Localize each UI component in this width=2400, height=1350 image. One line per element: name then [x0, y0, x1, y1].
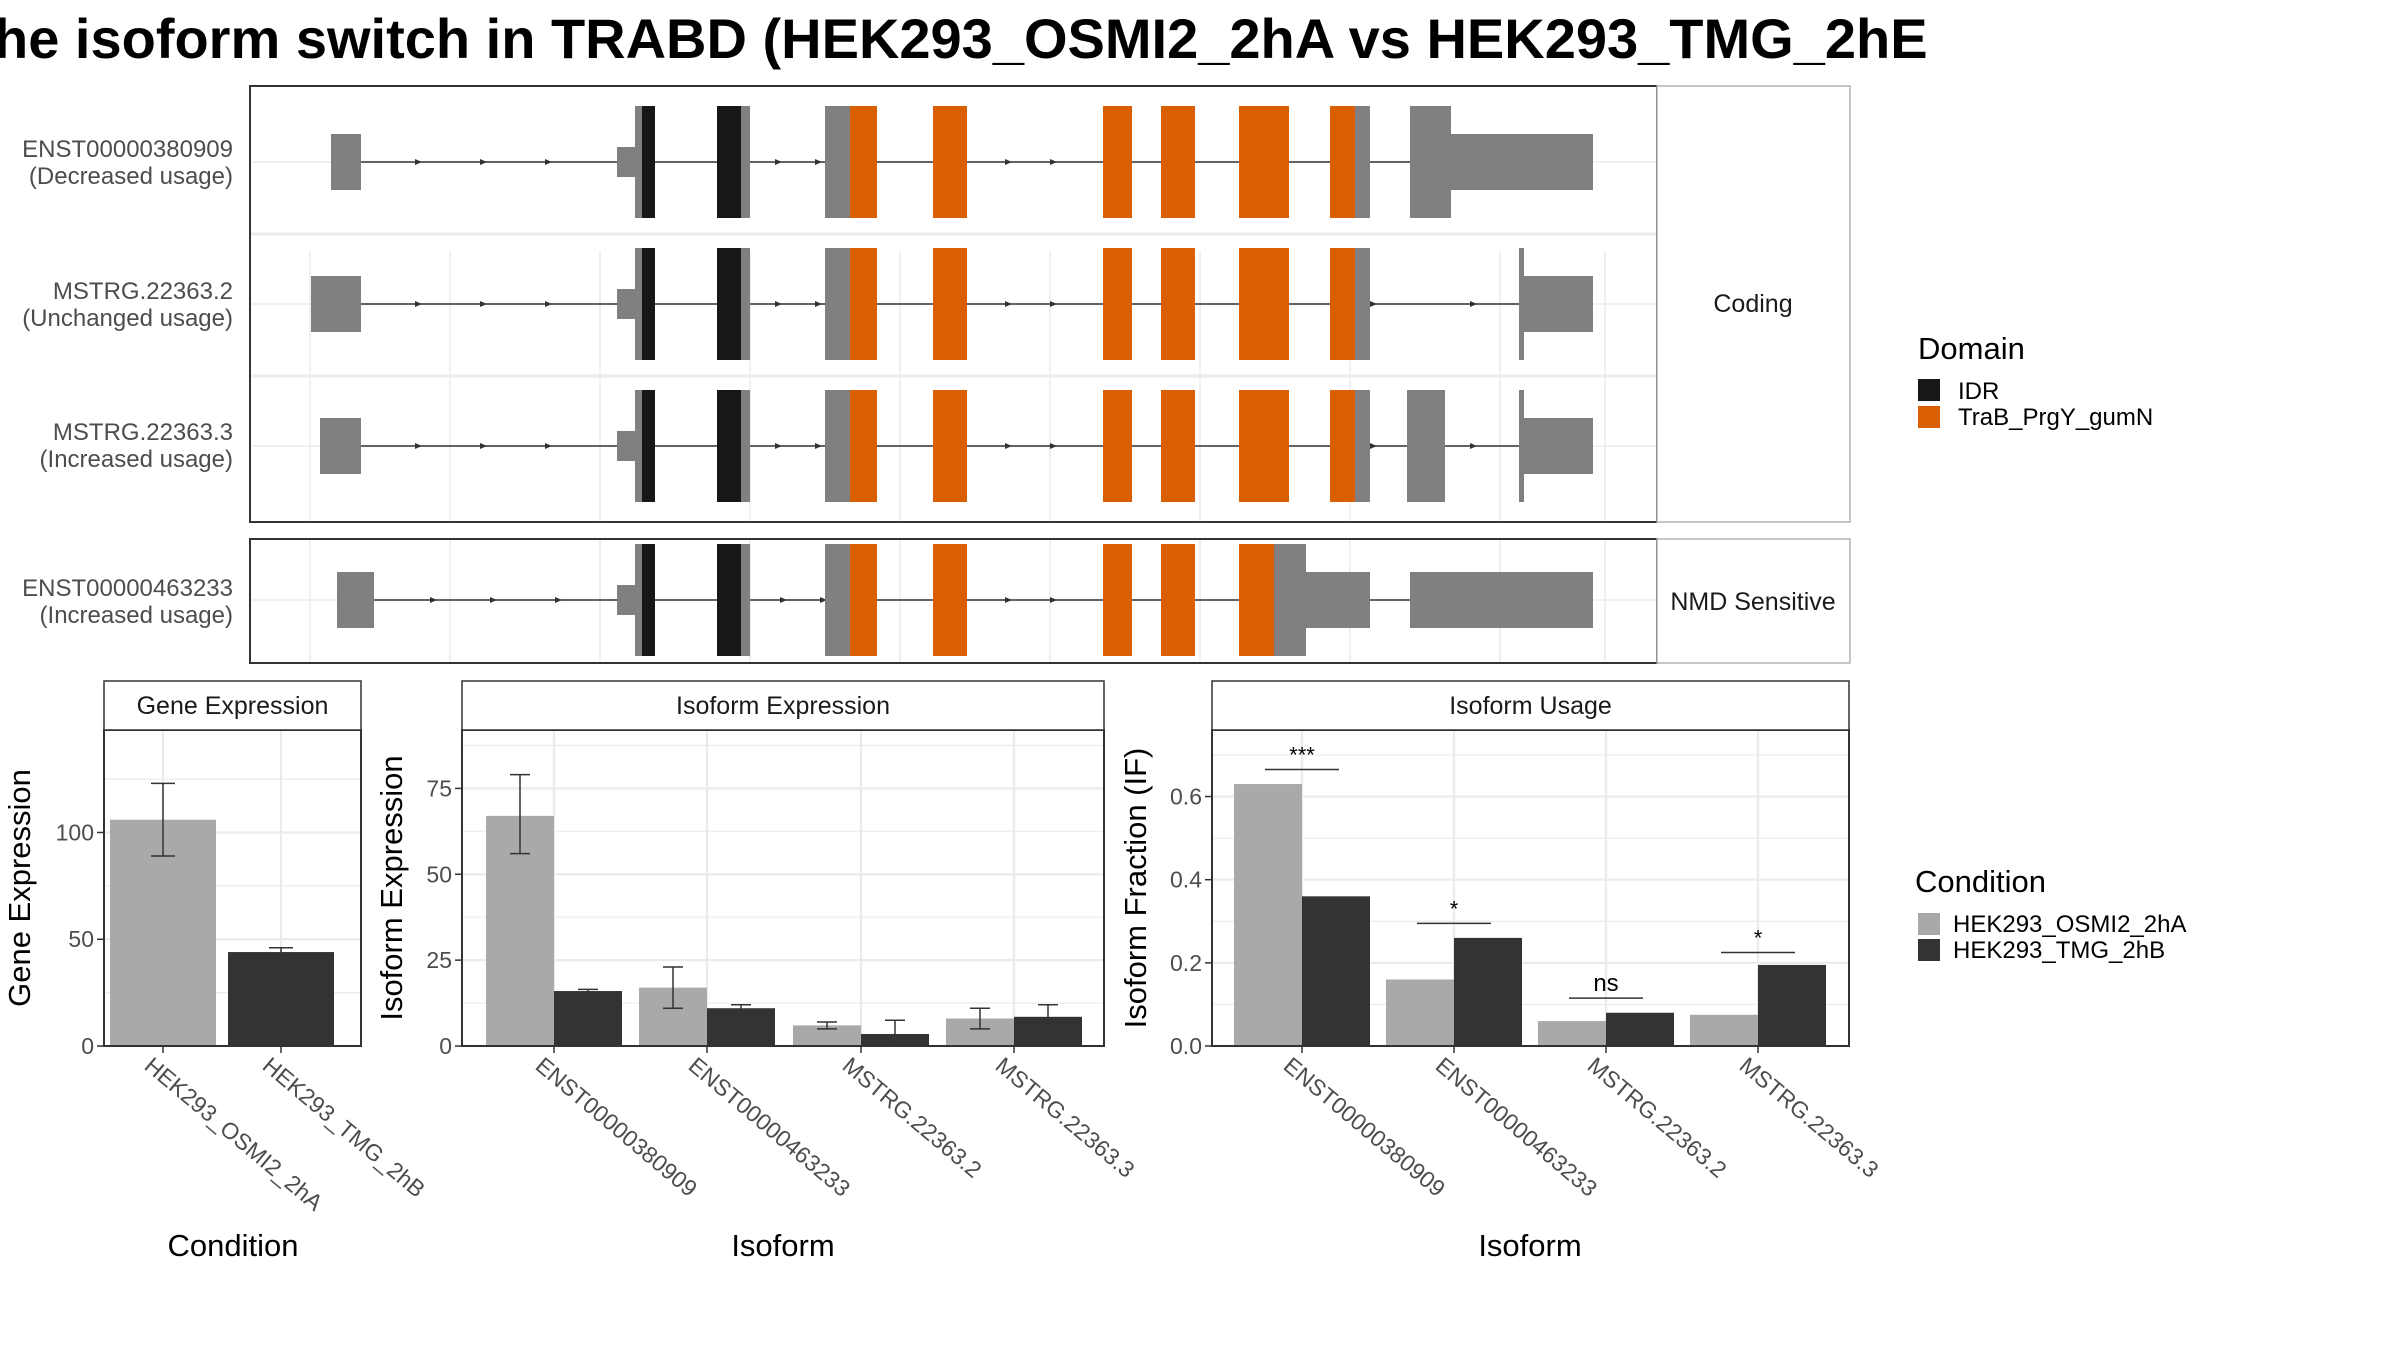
- error-bar: [731, 1004, 751, 1013]
- panel-strip: [461, 680, 1105, 731]
- panel-title: Isoform Expression: [676, 692, 890, 720]
- error-bar: [663, 966, 683, 1009]
- transcript-track: [331, 106, 1593, 218]
- y-tick-label: 50: [68, 926, 94, 952]
- expression-charts: Gene Expression050100HEK293_OSMI2_2hAHEK…: [2, 680, 1884, 1263]
- chart-panel: Isoform Expression 0 25 50 75 ENST00000380909…: [374, 680, 1140, 1263]
- transcript-label-name: MSTRG.22363.2: [53, 278, 233, 305]
- condition-legend: Condition HEK293_OSMI2_2hA HEK293_TMG_2h…: [1915, 864, 2186, 964]
- transcript-label-usage: (Unchanged usage): [22, 305, 233, 332]
- y-tick-label: 0.0: [1170, 1033, 1202, 1059]
- structure-tracks: [311, 106, 1593, 656]
- transcript-label-usage: (Increased usage): [40, 602, 233, 629]
- figure-title: he isoform switch in TRABD (HEK293_OSMI2…: [0, 7, 1928, 70]
- transcript-label-name: ENST00000380909: [22, 136, 233, 163]
- legend-label-cond1: HEK293_OSMI2_2hA: [1953, 911, 2186, 938]
- nmd-strip: [1656, 538, 1851, 664]
- x-axis-title: Isoform: [731, 1228, 834, 1263]
- bar: [228, 952, 334, 1046]
- nmd-strip-label: NMD Sensitive: [1670, 588, 1835, 616]
- legend-key-cond1: [1918, 913, 1940, 935]
- x-tick-label: MSTRG.22363.2: [1583, 1052, 1732, 1183]
- bar: [1606, 1012, 1674, 1046]
- legend-label-cond2: HEK293_TMG_2hB: [1953, 937, 2165, 964]
- y-tick-label: 0.2: [1170, 950, 1202, 976]
- x-axis-title: Condition: [168, 1228, 299, 1263]
- error-bar: [817, 1021, 837, 1030]
- x-tick-label: MSTRG.22363.3: [1735, 1052, 1884, 1183]
- error-bar: [510, 773, 530, 855]
- y-tick-label: 25: [426, 947, 452, 973]
- legend-label-trab: TraB_PrgY_gumN: [1958, 404, 2153, 431]
- coding-strip-label: Coding: [1713, 290, 1792, 318]
- significance-label: *: [1450, 896, 1459, 921]
- panel-strip: [1211, 680, 1850, 731]
- x-tick-label: ENST00000463233: [684, 1052, 856, 1202]
- bar: [110, 819, 216, 1046]
- y-tick-label: 50: [426, 861, 452, 887]
- error-bar: [1038, 1004, 1058, 1030]
- transcript-label-usage: (Decreased usage): [29, 163, 233, 190]
- transcript-structure-plot: Coding NMD Sensitive ENST00000380909 (De…: [22, 85, 1851, 664]
- legend-key-idr: [1918, 379, 1940, 401]
- error-bar: [269, 947, 293, 958]
- chart-panel: Gene Expression050100HEK293_OSMI2_2hAHEK…: [2, 680, 430, 1263]
- error-bar: [151, 782, 175, 857]
- chart-panel: ****ns*Isoform Usage0.00.20.40.6ENST0000…: [1118, 680, 1884, 1263]
- y-axis-title: Isoform Fraction (IF): [1118, 748, 1153, 1029]
- y-tick-label: 0: [439, 1033, 452, 1059]
- error-bar: [970, 1007, 990, 1030]
- x-axis-title: Isoform: [1478, 1228, 1581, 1263]
- bar: [1690, 1014, 1758, 1046]
- domain-legend-title: Domain: [1918, 331, 2025, 366]
- coding-strip: [1656, 85, 1851, 523]
- transcript-track: [320, 390, 1593, 502]
- significance-label: ns: [1593, 970, 1618, 997]
- legend-key-cond2: [1918, 939, 1940, 961]
- transcript-label-name: ENST00000463233: [22, 575, 233, 602]
- y-tick-label: 0.4: [1170, 867, 1202, 893]
- transcript-label-usage: (Increased usage): [40, 446, 233, 473]
- significance-label: *: [1754, 925, 1763, 950]
- y-tick-label: 0.6: [1170, 784, 1202, 810]
- bar: [793, 1025, 861, 1046]
- transcript-label-name: MSTRG.22363.3: [53, 419, 233, 446]
- x-tick-label: ENST00000380909: [531, 1052, 703, 1202]
- bar: [1234, 784, 1302, 1046]
- bar: [1386, 979, 1454, 1046]
- x-tick-label: MSTRG.22363.3: [991, 1052, 1140, 1183]
- transcript-track: [337, 544, 1593, 656]
- y-tick-label: 100: [56, 819, 94, 845]
- x-tick-label: MSTRG.22363.2: [838, 1052, 987, 1183]
- y-axis-title: Isoform Expression: [374, 755, 409, 1020]
- panel-strip: [103, 680, 362, 731]
- y-tick-label: 75: [426, 775, 452, 801]
- bar: [554, 991, 622, 1046]
- bar: [1758, 964, 1826, 1046]
- condition-legend-title: Condition: [1915, 864, 2046, 899]
- domain-legend: Domain IDR TraB_PrgY_gumN: [1918, 331, 2153, 431]
- bar: [1454, 937, 1522, 1046]
- legend-label-idr: IDR: [1958, 378, 1999, 405]
- x-tick-label: ENST00000380909: [1279, 1052, 1451, 1202]
- transcript-track: [311, 248, 1593, 360]
- bar: [707, 1008, 775, 1046]
- significance-label: ***: [1289, 743, 1315, 768]
- y-axis-title: Gene Expression: [2, 769, 37, 1007]
- bar: [1302, 896, 1370, 1046]
- panel-title: Isoform Usage: [1449, 692, 1612, 720]
- error-bar: [578, 988, 598, 994]
- x-tick-label: ENST00000463233: [1431, 1052, 1603, 1202]
- legend-key-trab: [1918, 406, 1940, 428]
- bar: [1538, 1021, 1606, 1046]
- panel-title: Gene Expression: [137, 692, 329, 720]
- y-tick-label: 0: [81, 1033, 94, 1059]
